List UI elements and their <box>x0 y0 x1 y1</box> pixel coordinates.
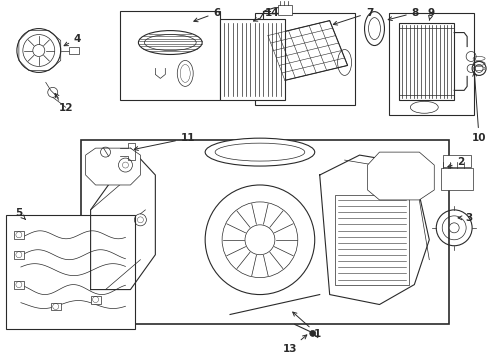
Text: 11: 11 <box>134 133 196 150</box>
Bar <box>14 280 24 289</box>
Bar <box>121 11 220 100</box>
Bar <box>51 302 61 310</box>
Bar <box>399 23 454 100</box>
Text: 12: 12 <box>55 94 73 113</box>
Text: 7: 7 <box>333 8 373 25</box>
Bar <box>220 19 285 100</box>
Bar <box>443 155 471 167</box>
Text: 14: 14 <box>253 8 279 21</box>
Bar <box>335 195 409 285</box>
Polygon shape <box>368 152 434 200</box>
Text: 9: 9 <box>428 8 435 21</box>
Bar <box>81 140 449 324</box>
Bar <box>6 215 135 329</box>
Polygon shape <box>86 148 141 185</box>
Ellipse shape <box>205 138 315 166</box>
Bar <box>255 13 355 105</box>
Circle shape <box>310 330 316 336</box>
Text: 2: 2 <box>448 157 465 167</box>
Circle shape <box>449 223 459 233</box>
Bar <box>441 168 473 190</box>
Text: 13: 13 <box>283 335 307 354</box>
Text: 10: 10 <box>472 72 487 143</box>
Polygon shape <box>268 21 347 80</box>
Bar <box>69 46 78 54</box>
Circle shape <box>205 185 315 294</box>
Text: 6: 6 <box>194 8 221 22</box>
Text: 1: 1 <box>293 312 321 339</box>
Bar <box>91 296 100 303</box>
Text: 4: 4 <box>64 33 81 46</box>
Text: 3: 3 <box>458 213 473 223</box>
Bar <box>14 231 24 239</box>
Bar <box>14 251 24 259</box>
Bar <box>390 13 474 115</box>
Text: 8: 8 <box>388 8 419 21</box>
Text: 5: 5 <box>15 208 25 219</box>
Bar <box>278 5 292 15</box>
